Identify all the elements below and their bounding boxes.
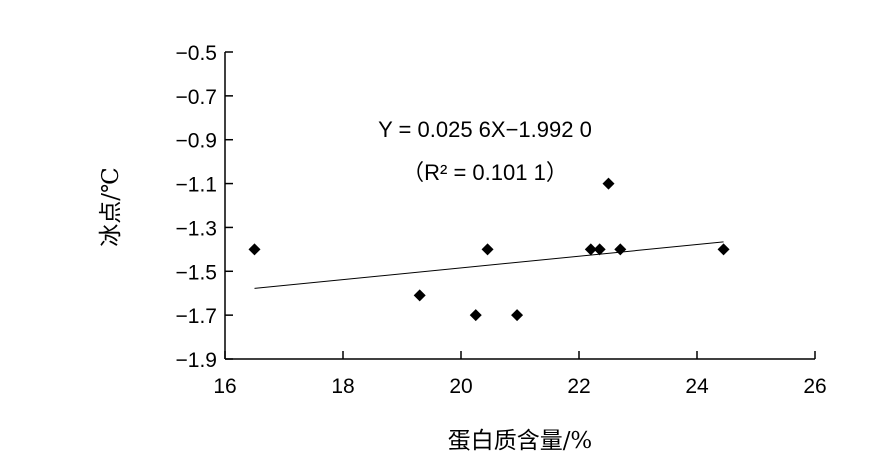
data-point bbox=[602, 177, 615, 190]
trendline-equation: Y = 0.025 6X−1.992 0 bbox=[378, 117, 592, 142]
data-points bbox=[248, 177, 730, 322]
x-tick-label: 18 bbox=[331, 375, 354, 398]
data-point bbox=[481, 243, 494, 256]
x-tick-label: 16 bbox=[213, 375, 236, 398]
x-tick-label: 20 bbox=[449, 375, 472, 398]
y-tick-label: −1.5 bbox=[176, 261, 217, 284]
data-point bbox=[584, 243, 597, 256]
data-point bbox=[511, 309, 524, 322]
y-tick-label: −0.7 bbox=[176, 86, 217, 109]
x-tick-label: 26 bbox=[803, 375, 826, 398]
x-axis-title: 蛋白质含量/% bbox=[448, 428, 593, 454]
y-tick-label: −0.5 bbox=[176, 42, 217, 65]
y-tick-label: −1.9 bbox=[176, 349, 217, 372]
x-tick-label: 22 bbox=[567, 375, 590, 398]
data-point bbox=[717, 243, 730, 256]
y-tick-label: −0.9 bbox=[176, 130, 217, 153]
data-point bbox=[469, 309, 482, 322]
trendline-r2: （R² = 0.101 1） bbox=[402, 160, 568, 185]
y-axis-title: 冰点/℃ bbox=[98, 167, 124, 246]
x-tick-label: 24 bbox=[685, 375, 709, 398]
y-tick-label: −1.3 bbox=[176, 217, 217, 240]
data-point bbox=[248, 243, 261, 256]
trendline bbox=[254, 241, 724, 289]
trendline-group bbox=[254, 241, 724, 289]
data-point bbox=[413, 289, 426, 302]
y-tick-label: −1.1 bbox=[176, 174, 217, 197]
y-tick-label: −1.7 bbox=[176, 305, 217, 328]
data-point bbox=[593, 243, 606, 256]
x-axis-ticks: 16 18 20 22 24 26 bbox=[213, 351, 827, 398]
y-axis-ticks: −0.5 −0.7 −0.9 −1.1 −1.3 −1.5 −1.7 −1.9 bbox=[176, 42, 233, 372]
data-point bbox=[614, 243, 627, 256]
axes bbox=[224, 52, 815, 360]
